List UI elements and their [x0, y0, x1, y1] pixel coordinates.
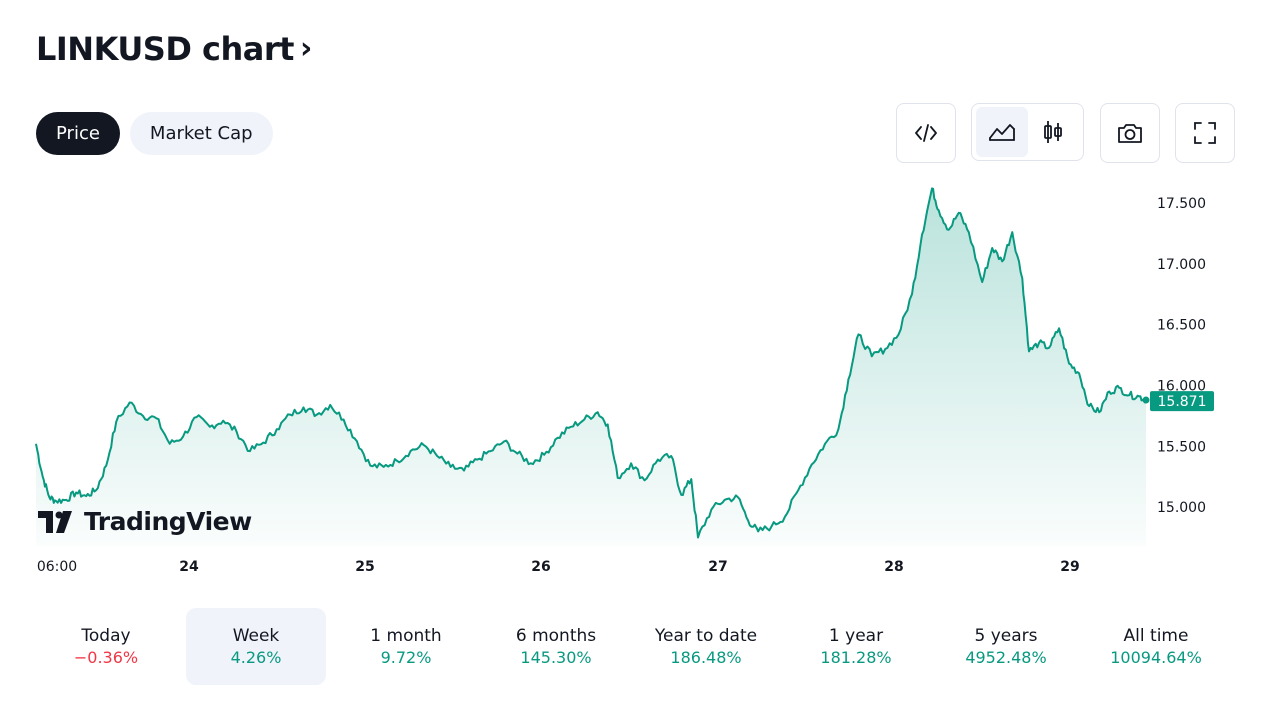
period-value: 9.72% [380, 648, 432, 667]
y-tick-label: 16.500 [1157, 318, 1206, 334]
period-value: 145.30% [520, 648, 592, 667]
chart-title-link[interactable]: LINKUSD chart › [36, 30, 312, 68]
code-icon [915, 124, 937, 142]
fullscreen-button[interactable] [1175, 103, 1235, 163]
y-tick-label: 17.500 [1157, 196, 1206, 212]
x-tick-label: 25 [355, 559, 374, 575]
period-1-month[interactable]: 1 month 9.72% [336, 608, 476, 685]
price-area-fill [36, 188, 1146, 546]
period-value: −0.36% [73, 648, 139, 667]
fullscreen-icon [1194, 122, 1216, 144]
period-5-years[interactable]: 5 years 4952.48% [936, 608, 1076, 685]
period-performance: Today −0.36% Week 4.26% 1 month 9.72% 6 … [36, 608, 1236, 685]
period-value: 10094.64% [1110, 648, 1202, 667]
period-label: 6 months [515, 626, 597, 646]
period-label: Today [81, 626, 131, 646]
period-today[interactable]: Today −0.36% [36, 608, 176, 685]
x-tick-label: 26 [531, 559, 550, 575]
period-6-months[interactable]: 6 months 145.30% [486, 608, 626, 685]
tradingview-logo-icon [38, 510, 72, 533]
chart-type-tabs: Price Market Cap [36, 112, 273, 155]
area-chart-button[interactable] [976, 107, 1028, 157]
period-week[interactable]: Week 4.26% [186, 608, 326, 685]
x-tick-label: 28 [884, 559, 903, 575]
x-tick-label: 24 [179, 559, 199, 575]
last-price-label: 15.871 [1158, 394, 1207, 410]
logo-wordmark: TradingView [84, 507, 252, 536]
x-tick-label: 27 [708, 559, 727, 575]
period-value: 181.28% [820, 648, 892, 667]
period-label: All time [1123, 626, 1189, 646]
x-axis: 06:00 24 25 26 27 28 29 [37, 559, 1080, 575]
period-label: 1 year [828, 626, 884, 646]
page-title: LINKUSD chart [36, 30, 294, 68]
chart-style-toggle [971, 103, 1084, 161]
last-price-marker: 15.871 [1142, 391, 1214, 412]
candlestick-icon [1044, 121, 1063, 143]
period-label: 1 month [370, 626, 442, 646]
camera-icon [1118, 124, 1142, 143]
period-label: 5 years [974, 626, 1038, 646]
y-tick-label: 16.000 [1157, 378, 1206, 394]
price-line [35, 187, 1147, 539]
embed-button[interactable] [896, 103, 956, 163]
area-chart-icon [988, 124, 1015, 141]
tradingview-logo[interactable]: TradingView [38, 507, 252, 536]
period-year-to-date[interactable]: Year to date 186.48% [636, 608, 776, 685]
last-price-badge [1150, 391, 1214, 412]
period-all-time[interactable]: All time 10094.64% [1086, 608, 1226, 685]
x-tick-label: 06:00 [37, 559, 77, 575]
x-tick-label: 29 [1060, 559, 1079, 575]
period-value: 186.48% [670, 648, 742, 667]
chevron-right-icon: › [299, 30, 312, 66]
y-tick-label: 15.000 [1157, 500, 1206, 516]
period-label: Year to date [654, 626, 758, 646]
period-1-year[interactable]: 1 year 181.28% [786, 608, 926, 685]
snapshot-button[interactable] [1100, 103, 1160, 163]
period-label: Week [232, 626, 280, 646]
candlestick-chart-button[interactable] [1028, 107, 1080, 157]
price-chart[interactable]: 06:00 24 25 26 27 28 29 17.500 17.000 16.500 16.0… [0, 170, 1280, 590]
last-price-dot [1142, 396, 1150, 404]
y-tick-label: 17.000 [1157, 257, 1206, 273]
tab-market-cap[interactable]: Market Cap [129, 112, 273, 155]
y-tick-label: 15.500 [1157, 439, 1206, 455]
y-axis: 17.500 17.000 16.500 16.000 15.500 15.000 [1157, 196, 1206, 516]
period-value: 4.26% [230, 648, 282, 667]
period-value: 4952.48% [965, 648, 1047, 667]
tab-price[interactable]: Price [36, 112, 120, 155]
